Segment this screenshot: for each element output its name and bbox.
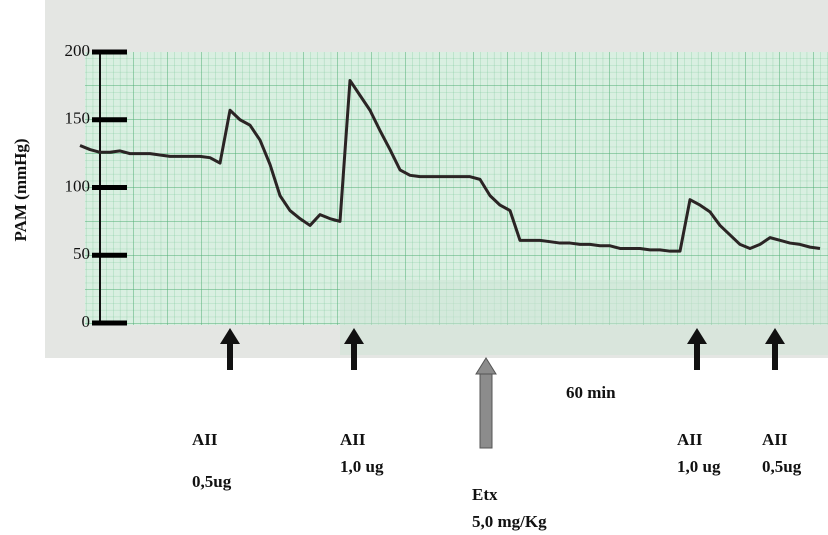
annotation-dose: 1,0 ug xyxy=(340,457,384,476)
annotation-label: AII xyxy=(677,430,703,449)
y-tick-label: 50 xyxy=(73,244,90,263)
annotation-label: AII xyxy=(340,430,366,449)
arrow-shaft xyxy=(772,342,778,370)
y-tick-label: 200 xyxy=(65,41,91,60)
arrow-shaft xyxy=(480,372,492,448)
chart: PAM (mmHg) 60 min 0 50 100 150 200 AII 0,5ug AI… xyxy=(0,0,828,535)
annotation-dose: 1,0 ug xyxy=(677,457,721,476)
annotation-label: Etx xyxy=(472,485,498,504)
annotation-dose: 5,0 mg/Kg xyxy=(472,512,547,531)
arrow-head xyxy=(476,358,496,374)
shade xyxy=(340,280,828,355)
annotation-dose: 0,5ug xyxy=(192,472,232,491)
scale-bar-label: 60 min xyxy=(566,383,616,402)
y-tick-label: 150 xyxy=(65,109,91,128)
y-tick-label: 100 xyxy=(65,176,91,195)
y-tick-label: 0 xyxy=(82,312,91,331)
arrow-shaft xyxy=(227,342,233,370)
y-axis-label: PAM (mmHg) xyxy=(11,138,30,241)
annotation-label: AII xyxy=(192,430,218,449)
arrow-shaft xyxy=(694,342,700,370)
annotation-label: AII xyxy=(762,430,788,449)
arrow-shaft xyxy=(351,342,357,370)
annotation-dose: 0,5ug xyxy=(762,457,802,476)
